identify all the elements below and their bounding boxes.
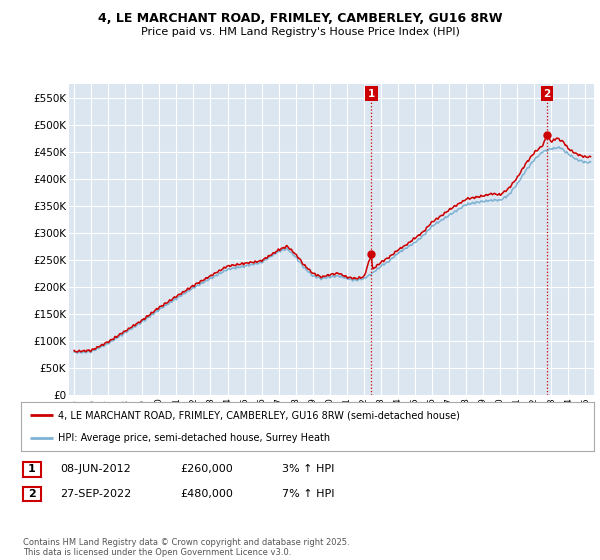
Text: Price paid vs. HM Land Registry's House Price Index (HPI): Price paid vs. HM Land Registry's House … bbox=[140, 27, 460, 37]
Text: 1: 1 bbox=[368, 88, 375, 99]
Text: £480,000: £480,000 bbox=[180, 489, 233, 499]
Text: Contains HM Land Registry data © Crown copyright and database right 2025.
This d: Contains HM Land Registry data © Crown c… bbox=[23, 538, 349, 557]
Text: HPI: Average price, semi-detached house, Surrey Heath: HPI: Average price, semi-detached house,… bbox=[58, 433, 331, 444]
Text: 08-JUN-2012: 08-JUN-2012 bbox=[60, 464, 131, 474]
Text: 4, LE MARCHANT ROAD, FRIMLEY, CAMBERLEY, GU16 8RW (semi-detached house): 4, LE MARCHANT ROAD, FRIMLEY, CAMBERLEY,… bbox=[58, 410, 460, 421]
Text: £260,000: £260,000 bbox=[180, 464, 233, 474]
Text: 27-SEP-2022: 27-SEP-2022 bbox=[60, 489, 131, 499]
Text: 2: 2 bbox=[28, 489, 35, 499]
Text: 4, LE MARCHANT ROAD, FRIMLEY, CAMBERLEY, GU16 8RW: 4, LE MARCHANT ROAD, FRIMLEY, CAMBERLEY,… bbox=[98, 12, 502, 25]
Text: 7% ↑ HPI: 7% ↑ HPI bbox=[282, 489, 335, 499]
Text: 1: 1 bbox=[28, 464, 35, 474]
Text: 3% ↑ HPI: 3% ↑ HPI bbox=[282, 464, 334, 474]
Text: 2: 2 bbox=[544, 88, 551, 99]
